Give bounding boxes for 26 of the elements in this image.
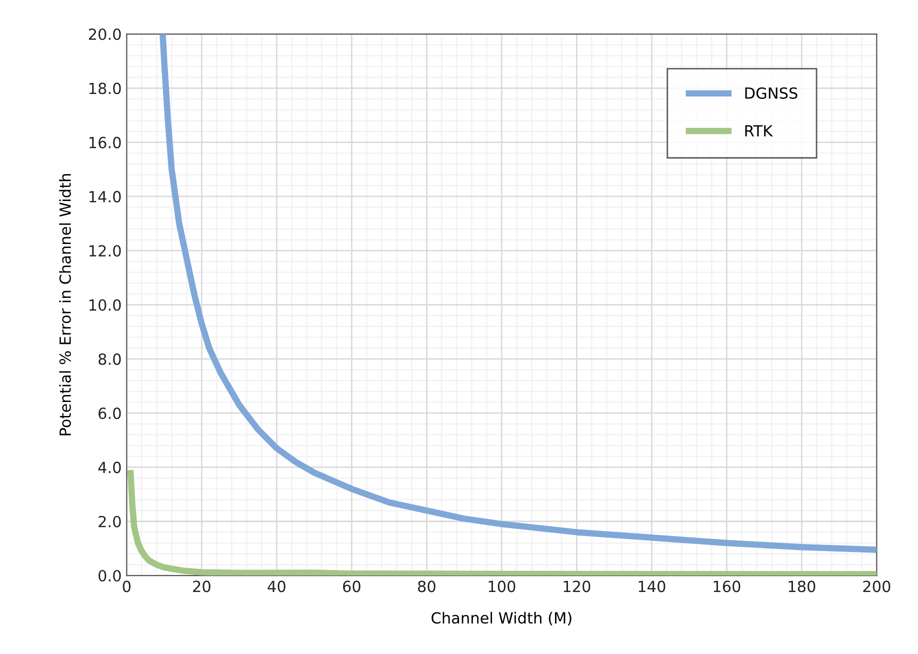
y-tick-label: 12.0 <box>89 245 121 257</box>
y-tick-label: 10.0 <box>89 299 121 311</box>
x-tick-label: 0 <box>122 580 131 592</box>
legend-label: DGNSS <box>745 87 798 99</box>
y-axis-title: Potential % Error in Channel Width <box>59 174 71 436</box>
y-tick-label: 14.0 <box>89 190 121 202</box>
x-tick-label: 180 <box>788 580 816 592</box>
x-tick-label: 120 <box>564 580 590 592</box>
x-tick-label: 140 <box>638 580 666 592</box>
y-tick-label: 18.0 <box>89 82 121 94</box>
y-tick-label: 8.0 <box>98 353 121 365</box>
y-tick-label: 2.0 <box>98 516 121 528</box>
x-tick-label: 200 <box>863 580 890 592</box>
x-tick-label: 40 <box>268 580 286 592</box>
y-tick-label: 0.0 <box>98 570 121 582</box>
legend-label: RTK <box>745 125 773 136</box>
y-tick-label: 16.0 <box>89 136 121 148</box>
x-tick-label: 60 <box>343 580 360 592</box>
y-tick-label: 6.0 <box>98 408 121 420</box>
x-tick-label: 20 <box>193 580 210 592</box>
y-tick-label: 20.0 <box>88 28 121 40</box>
x-tick-label: 160 <box>714 580 740 592</box>
x-tick-label: 100 <box>488 580 516 592</box>
x-axis-title: Channel Width (M) <box>432 612 572 626</box>
y-tick-label: 4.0 <box>98 462 121 474</box>
x-tick-label: 80 <box>418 580 436 592</box>
